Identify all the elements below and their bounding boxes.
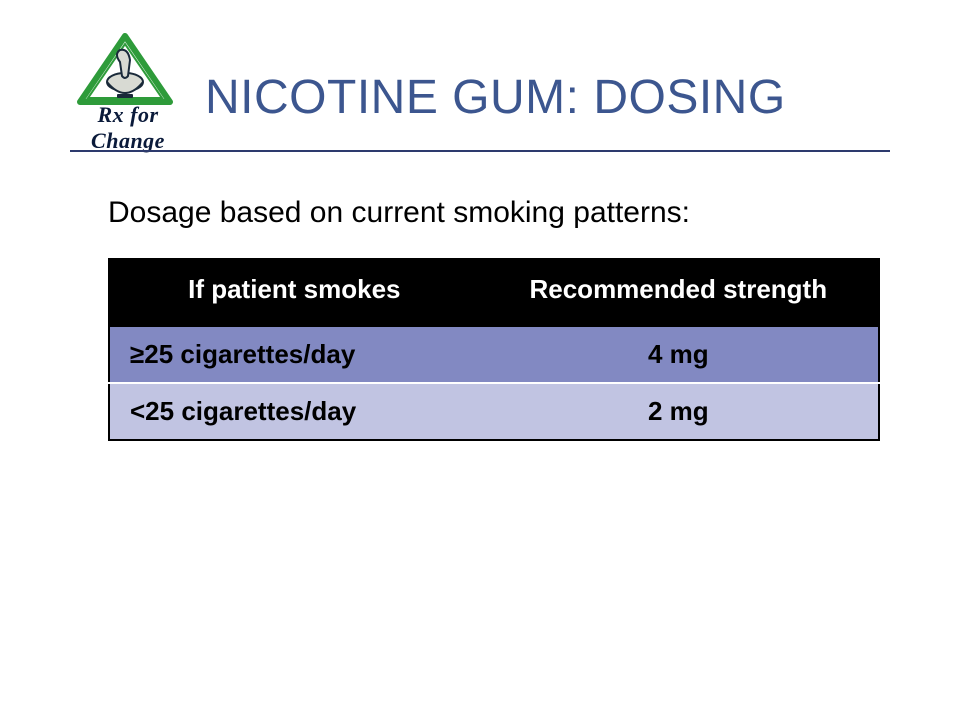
col-header-0: If patient smokes xyxy=(109,259,479,326)
table-header-row: If patient smokes Recommended strength xyxy=(109,259,879,326)
dosing-table: If patient smokes Recommended strength ≥… xyxy=(108,258,880,441)
brand-text: Rx for Change xyxy=(91,102,165,153)
brand-script-text: Rx for Change xyxy=(58,102,198,154)
brand-logo: Rx for Change xyxy=(70,32,180,142)
table-row: ≥25 cigarettes/day 4 mg xyxy=(109,326,879,383)
slide-title: NICOTINE GUM: DOSING xyxy=(205,70,905,125)
subtitle-text: Dosage based on current smoking patterns… xyxy=(108,196,690,229)
table-body: ≥25 cigarettes/day 4 mg <25 cigarettes/d… xyxy=(109,326,879,440)
cell-1-0: <25 cigarettes/day xyxy=(109,383,479,440)
cell-0-1: 4 mg xyxy=(479,326,879,383)
table-row: <25 cigarettes/day 2 mg xyxy=(109,383,879,440)
slide: Rx for Change NICOTINE GUM: DOSING Dosag… xyxy=(0,0,960,720)
table-header: If patient smokes Recommended strength xyxy=(109,259,879,326)
cell-0-0: ≥25 cigarettes/day xyxy=(109,326,479,383)
cell-1-1: 2 mg xyxy=(479,383,879,440)
title-underline xyxy=(70,150,890,152)
slide-title-text: NICOTINE GUM: DOSING xyxy=(205,71,786,124)
subtitle: Dosage based on current smoking patterns… xyxy=(108,196,690,230)
col-header-1: Recommended strength xyxy=(479,259,879,326)
